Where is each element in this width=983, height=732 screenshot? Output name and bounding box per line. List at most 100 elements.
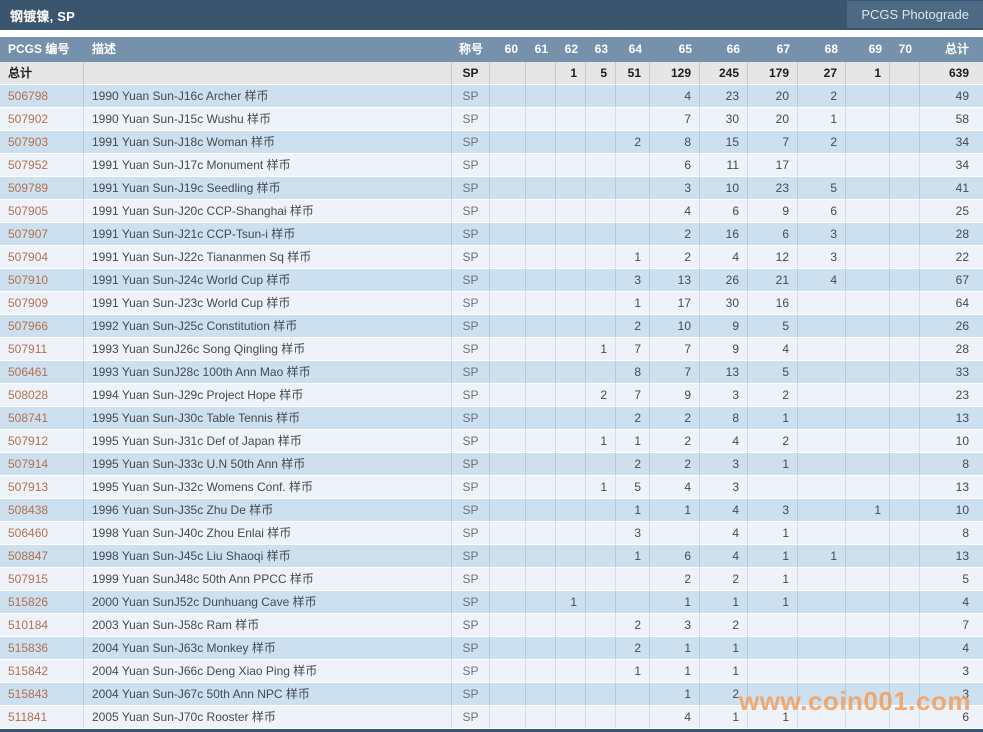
grade-61-count [526, 660, 556, 683]
grade-68-count [798, 315, 846, 338]
grade-65-count: 17 [650, 292, 700, 315]
coin-description: 2004 Yuan Sun-J67c 50th Ann NPC 样币 [84, 683, 452, 706]
pcgs-number-link[interactable]: 506461 [0, 361, 84, 384]
pcgs-number-link[interactable]: 506798 [0, 85, 84, 108]
pcgs-number-link[interactable]: 508741 [0, 407, 84, 430]
pcgs-number-link[interactable]: 507912 [0, 430, 84, 453]
grade-63-count [586, 154, 616, 177]
grade-62-count [556, 361, 586, 384]
grade-68-count [798, 706, 846, 729]
grade-68-count [798, 407, 846, 430]
pcgs-number-link[interactable]: 508438 [0, 499, 84, 522]
coin-description: 2004 Yuan Sun-J63c Monkey 样币 [84, 637, 452, 660]
grade-65-count: 7 [650, 108, 700, 131]
grade-61-count [526, 453, 556, 476]
pcgs-number-link[interactable]: 506460 [0, 522, 84, 545]
grade-61-count [526, 430, 556, 453]
grade-64-count: 2 [616, 614, 650, 637]
row-total-count: 4 [920, 591, 983, 614]
row-total-count: 5 [920, 568, 983, 591]
page-title: 钢镀镍, SP [10, 8, 75, 24]
totals-grade-70-count [890, 62, 920, 85]
pcgs-number-link[interactable]: 508847 [0, 545, 84, 568]
grade-62-count [556, 660, 586, 683]
pcgs-number-link[interactable]: 507902 [0, 108, 84, 131]
pcgs-number-link[interactable]: 507966 [0, 315, 84, 338]
grade-61-count [526, 522, 556, 545]
pcgs-number-link[interactable]: 515843 [0, 683, 84, 706]
pcgs-number-link[interactable]: 515842 [0, 660, 84, 683]
grade-69-count [846, 683, 890, 706]
coin-description: 1991 Yuan Sun-J24c World Cup 样币 [84, 269, 452, 292]
grade-62-count [556, 683, 586, 706]
coin-description: 1990 Yuan Sun-J15c Wushu 样币 [84, 108, 452, 131]
photograde-link[interactable]: PCGS Photograde [847, 1, 983, 28]
pcgs-number-link[interactable]: 507907 [0, 223, 84, 246]
grade-61-count [526, 315, 556, 338]
grade-65-count: 7 [650, 361, 700, 384]
pcgs-number-link[interactable]: 511841 [0, 706, 84, 729]
table-row: 507904 1991 Yuan Sun-J22c Tiananmen Sq 样币… [0, 246, 983, 269]
grade-65-count: 10 [650, 315, 700, 338]
grade-63-count [586, 131, 616, 154]
grade-70-count [890, 706, 920, 729]
table-row: 508741 1995 Yuan Sun-J30c Table Tennis 样币… [0, 407, 983, 430]
pcgs-number-link[interactable]: 507904 [0, 246, 84, 269]
col-header-68: 68 [798, 37, 846, 62]
pcgs-number-link[interactable]: 507910 [0, 269, 84, 292]
grade-68-count [798, 660, 846, 683]
pcgs-number-link[interactable]: 509789 [0, 177, 84, 200]
grade-69-count [846, 453, 890, 476]
coin-description: 1990 Yuan Sun-J16c Archer 样币 [84, 85, 452, 108]
grade-65-count: 1 [650, 660, 700, 683]
designation-value: SP [452, 706, 490, 729]
grade-66-count: 26 [700, 269, 748, 292]
grade-68-count [798, 499, 846, 522]
table-row: 506461 1993 Yuan SunJ28c 100th Ann Mao 样币… [0, 361, 983, 384]
table-row: 507952 1991 Yuan Sun-J17c Monument 样币 SP 6 1… [0, 154, 983, 177]
coin-description: 1998 Yuan Sun-J40c Zhou Enlai 样币 [84, 522, 452, 545]
totals-grade-61-count [526, 62, 556, 85]
grade-60-count [490, 223, 526, 246]
grade-69-count [846, 591, 890, 614]
coin-description: 2000 Yuan SunJ52c Dunhuang Cave 样币 [84, 591, 452, 614]
pcgs-number-link[interactable]: 507911 [0, 338, 84, 361]
grade-64-count [616, 85, 650, 108]
pcgs-number-link[interactable]: 507952 [0, 154, 84, 177]
grade-66-count: 6 [700, 200, 748, 223]
grade-61-count [526, 177, 556, 200]
grade-70-count [890, 683, 920, 706]
pcgs-number-link[interactable]: 507905 [0, 200, 84, 223]
grade-67-count: 3 [748, 499, 798, 522]
grade-64-count: 2 [616, 407, 650, 430]
grade-67-count: 1 [748, 591, 798, 614]
row-total-count: 8 [920, 522, 983, 545]
grade-70-count [890, 154, 920, 177]
pcgs-number-link[interactable]: 507915 [0, 568, 84, 591]
pcgs-number-link[interactable]: 507914 [0, 453, 84, 476]
pcgs-number-link[interactable]: 507913 [0, 476, 84, 499]
grade-60-count [490, 476, 526, 499]
row-total-count: 3 [920, 660, 983, 683]
pcgs-number-link[interactable]: 515836 [0, 637, 84, 660]
row-total-count: 22 [920, 246, 983, 269]
grade-63-count [586, 614, 616, 637]
designation-value: SP [452, 384, 490, 407]
col-header-pcgs: PCGS 编号 [0, 37, 84, 62]
pcgs-number-link[interactable]: 507909 [0, 292, 84, 315]
grade-61-count [526, 246, 556, 269]
grade-65-count: 4 [650, 476, 700, 499]
pcgs-number-link[interactable]: 507903 [0, 131, 84, 154]
totals-grade-68-count: 27 [798, 62, 846, 85]
grade-66-count: 30 [700, 292, 748, 315]
grade-70-count [890, 85, 920, 108]
grade-63-count [586, 568, 616, 591]
grade-67-count: 23 [748, 177, 798, 200]
pcgs-number-link[interactable]: 508028 [0, 384, 84, 407]
grade-70-count [890, 177, 920, 200]
table-row: 507915 1999 Yuan SunJ48c 50th Ann PPCC 样币… [0, 568, 983, 591]
pcgs-number-link[interactable]: 515826 [0, 591, 84, 614]
pcgs-number-link[interactable]: 510184 [0, 614, 84, 637]
table-row: 515843 2004 Yuan Sun-J67c 50th Ann NPC 样币… [0, 683, 983, 706]
coin-description: 1991 Yuan Sun-J23c World Cup 样币 [84, 292, 452, 315]
